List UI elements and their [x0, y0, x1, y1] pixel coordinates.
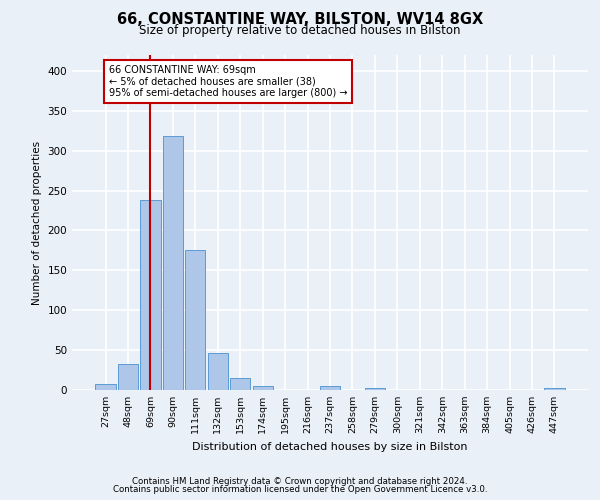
Bar [230, 378, 250, 390]
Text: Contains public sector information licensed under the Open Government Licence v3: Contains public sector information licen… [113, 484, 487, 494]
Bar [365, 388, 385, 390]
Text: 66 CONSTANTINE WAY: 69sqm
← 5% of detached houses are smaller (38)
95% of semi-d: 66 CONSTANTINE WAY: 69sqm ← 5% of detach… [109, 64, 347, 98]
Bar [140, 200, 161, 390]
Bar [95, 384, 116, 390]
X-axis label: Distribution of detached houses by size in Bilston: Distribution of detached houses by size … [192, 442, 468, 452]
Text: Size of property relative to detached houses in Bilston: Size of property relative to detached ho… [139, 24, 461, 37]
Bar [163, 136, 183, 390]
Y-axis label: Number of detached properties: Number of detached properties [32, 140, 42, 304]
Bar [544, 388, 565, 390]
Bar [208, 354, 228, 390]
Text: Contains HM Land Registry data © Crown copyright and database right 2024.: Contains HM Land Registry data © Crown c… [132, 477, 468, 486]
Bar [185, 250, 205, 390]
Bar [253, 386, 273, 390]
Bar [320, 386, 340, 390]
Bar [118, 364, 138, 390]
Text: 66, CONSTANTINE WAY, BILSTON, WV14 8GX: 66, CONSTANTINE WAY, BILSTON, WV14 8GX [117, 12, 483, 28]
